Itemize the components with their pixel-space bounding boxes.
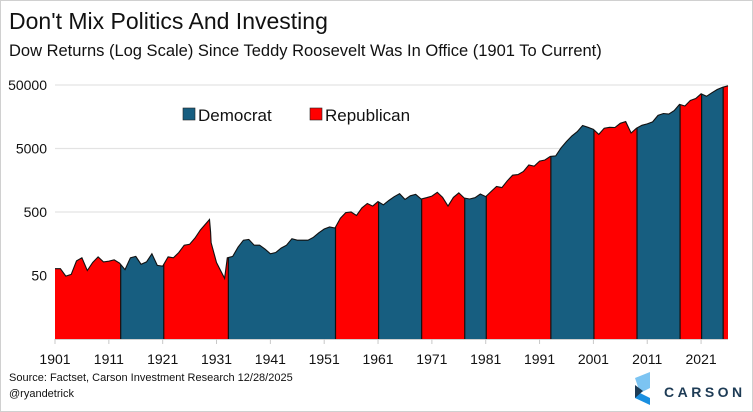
y-tick-label: 5000 xyxy=(16,141,47,157)
area-republican-period xyxy=(723,85,728,339)
area-republican-period xyxy=(680,93,702,339)
area-democrat-period xyxy=(378,193,422,339)
area-democrat-period xyxy=(120,253,164,339)
x-tick-label: 1951 xyxy=(309,351,340,367)
legend-swatch-republican xyxy=(309,107,323,121)
x-tick-label: 2021 xyxy=(686,351,717,367)
carson-logo-icon xyxy=(635,372,650,405)
x-tick-label: 1981 xyxy=(470,351,501,367)
area-republican-period xyxy=(421,192,465,339)
area-republican-period xyxy=(335,201,379,339)
x-tick-label: 1921 xyxy=(147,351,178,367)
x-tick-label: 1971 xyxy=(416,351,447,367)
area-republican-period xyxy=(163,219,229,339)
legend-swatch-democrat xyxy=(182,107,196,121)
area-democrat-period xyxy=(550,125,594,339)
x-tick-label: 2001 xyxy=(578,351,609,367)
x-tick-label: 1901 xyxy=(39,351,70,367)
area-democrat-period xyxy=(637,104,681,340)
x-tick-label: 1961 xyxy=(362,351,393,367)
area-democrat-period xyxy=(701,87,724,339)
chart-title: Don't Mix Politics And Investing xyxy=(9,8,328,34)
dow-line xyxy=(55,85,729,281)
y-tick-label: 500 xyxy=(24,204,48,220)
x-tick-label: 1931 xyxy=(201,351,232,367)
x-tick-label: 1941 xyxy=(255,351,286,367)
y-tick-label: 50000 xyxy=(8,77,47,93)
x-tick-label: 1911 xyxy=(94,351,124,367)
legend-label-democrat: Democrat xyxy=(198,106,272,125)
x-tick-label: 2011 xyxy=(632,351,662,367)
carson-logo-text: CARSON xyxy=(664,384,746,400)
area-democrat-period xyxy=(464,194,487,339)
legend-label-republican: Republican xyxy=(325,106,410,125)
legend: Democrat Republican xyxy=(182,106,410,125)
area-republican-period xyxy=(486,156,551,339)
x-tick-label: 1991 xyxy=(524,351,555,367)
source-note: Source: Factset, Carson Investment Resea… xyxy=(9,372,293,384)
area-republican-period xyxy=(55,256,121,339)
area-democrat-period xyxy=(228,227,336,339)
chart-subtitle: Dow Returns (Log Scale) Since Teddy Roos… xyxy=(9,42,602,60)
author-handle: @ryandetrick xyxy=(9,388,74,400)
area-republican-period xyxy=(593,121,638,339)
y-tick-label: 50 xyxy=(31,268,47,284)
